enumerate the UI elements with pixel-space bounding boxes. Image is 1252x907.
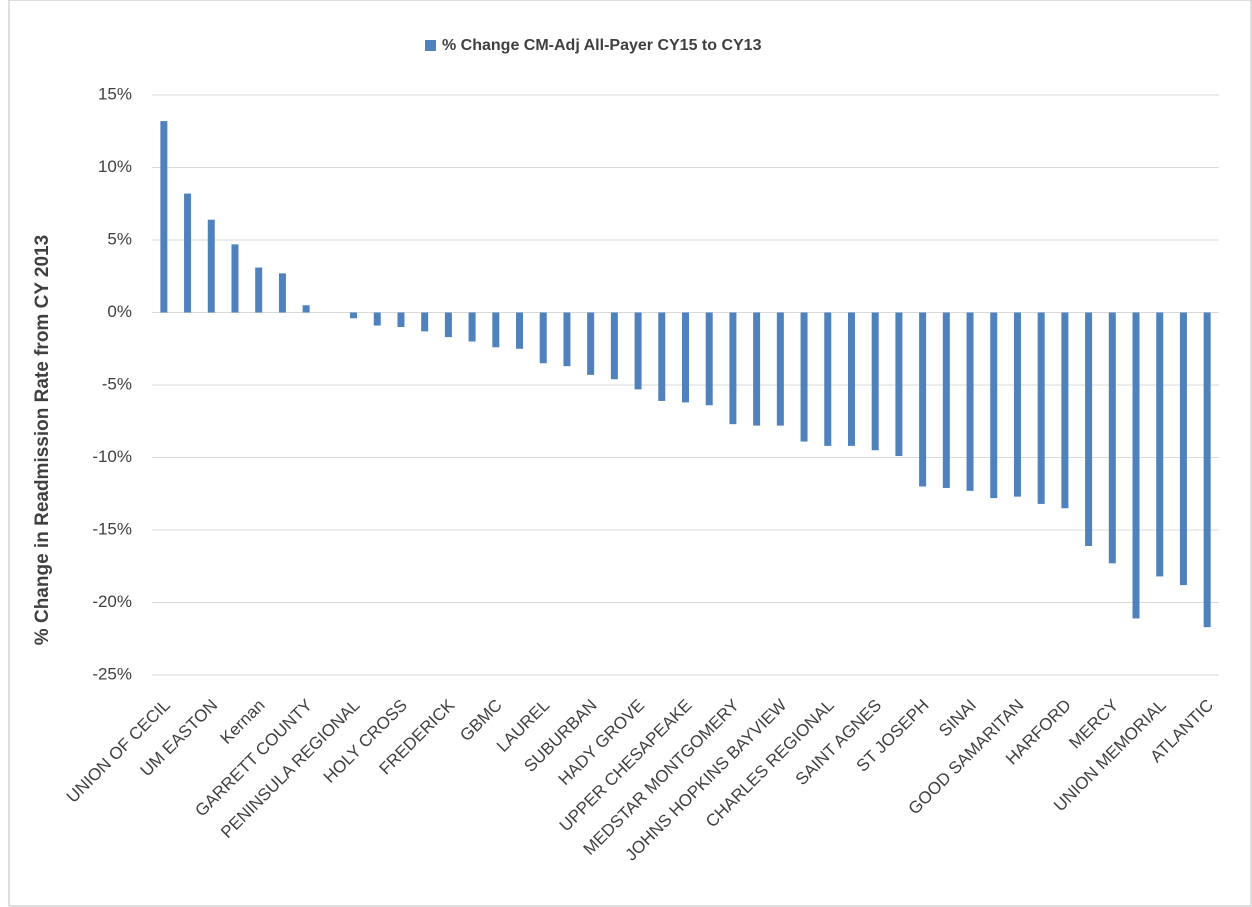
bar <box>397 312 405 327</box>
chart-border <box>8 0 1252 907</box>
bar <box>705 312 713 406</box>
bar <box>1037 312 1045 504</box>
bar <box>729 312 737 425</box>
bar <box>207 219 215 313</box>
bar <box>587 312 595 375</box>
bar <box>800 312 808 442</box>
y-tick-label: -15% <box>92 519 132 538</box>
bar <box>1179 312 1187 586</box>
legend-swatch <box>425 40 436 51</box>
bar <box>871 312 879 451</box>
bar <box>350 312 358 319</box>
bar <box>895 312 903 457</box>
bar <box>278 273 286 313</box>
bar <box>539 312 547 364</box>
bar <box>1156 312 1164 577</box>
bar <box>231 244 239 313</box>
bar <box>468 312 476 342</box>
x-tick-label: SINAI <box>935 696 980 741</box>
bar <box>847 312 855 446</box>
bar <box>753 312 761 426</box>
y-tick-label: 5% <box>107 229 132 248</box>
bar <box>966 312 974 491</box>
y-tick-label: 10% <box>98 157 132 176</box>
bar <box>1085 312 1093 546</box>
bar <box>1132 312 1140 619</box>
y-tick-label: -5% <box>102 374 132 393</box>
bar <box>1108 312 1116 564</box>
bar <box>444 312 452 338</box>
bar <box>1013 312 1021 497</box>
bar <box>184 193 192 313</box>
bar <box>658 312 666 401</box>
y-axis-title: % Change in Readmission Rate from CY 201… <box>32 235 53 645</box>
bar <box>634 312 642 390</box>
bar <box>255 267 263 313</box>
bar <box>682 312 689 403</box>
bar <box>302 305 310 313</box>
bar <box>421 312 429 332</box>
y-tick-label: -25% <box>92 664 132 683</box>
bar <box>1203 312 1211 628</box>
legend-label: % Change CM-Adj All-Payer CY15 to CY13 <box>442 37 762 54</box>
y-tick-label: -20% <box>92 592 132 611</box>
bar <box>1061 312 1069 509</box>
bar <box>516 312 524 349</box>
x-tick-label: HOLY CROSS <box>320 696 411 787</box>
bar <box>610 312 618 380</box>
bar <box>824 312 832 446</box>
bar <box>492 312 500 348</box>
bar <box>563 312 571 367</box>
bar <box>160 121 168 313</box>
bar <box>373 312 381 326</box>
bar <box>942 312 950 488</box>
y-tick-label: 15% <box>98 84 132 103</box>
y-tick-label: 0% <box>107 302 132 321</box>
bar <box>990 312 998 499</box>
bar <box>776 312 784 426</box>
bar <box>919 312 927 487</box>
y-tick-label: -10% <box>92 447 132 466</box>
